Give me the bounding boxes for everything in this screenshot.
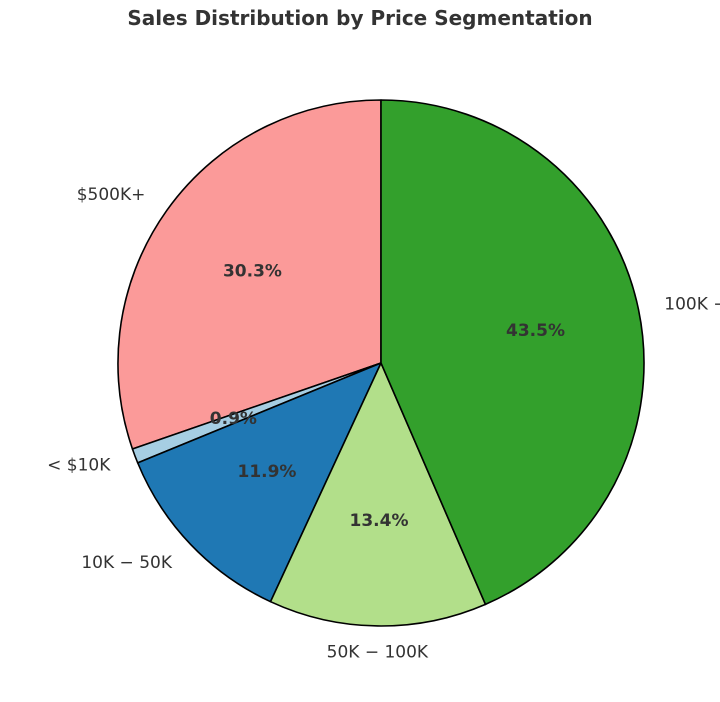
pie-category-label: 50K − 100K [327, 642, 429, 662]
pie-slice-100k-500k [380, 99, 645, 606]
pie-percent-label: 13.4% [350, 511, 409, 531]
pie-category-label: 10K − 50K [81, 553, 172, 573]
pie-category-label: $500K+ [77, 185, 146, 205]
pie-category-label: 100K − 500K [664, 294, 720, 314]
pie-slice-10k-50k [136, 362, 382, 603]
pie-slice-50k-100k [269, 362, 487, 627]
pie-percent-label: 0.9% [210, 409, 257, 429]
pie-percent-label: 43.5% [506, 321, 565, 341]
chart-title: Sales Distribution by Price Segmentation [127, 6, 593, 30]
pie-percent-label: 11.9% [237, 462, 296, 482]
pie-percent-label: 30.3% [223, 261, 282, 281]
pie-slice-500k [117, 99, 382, 450]
pie-category-label: < $10K [47, 455, 111, 475]
